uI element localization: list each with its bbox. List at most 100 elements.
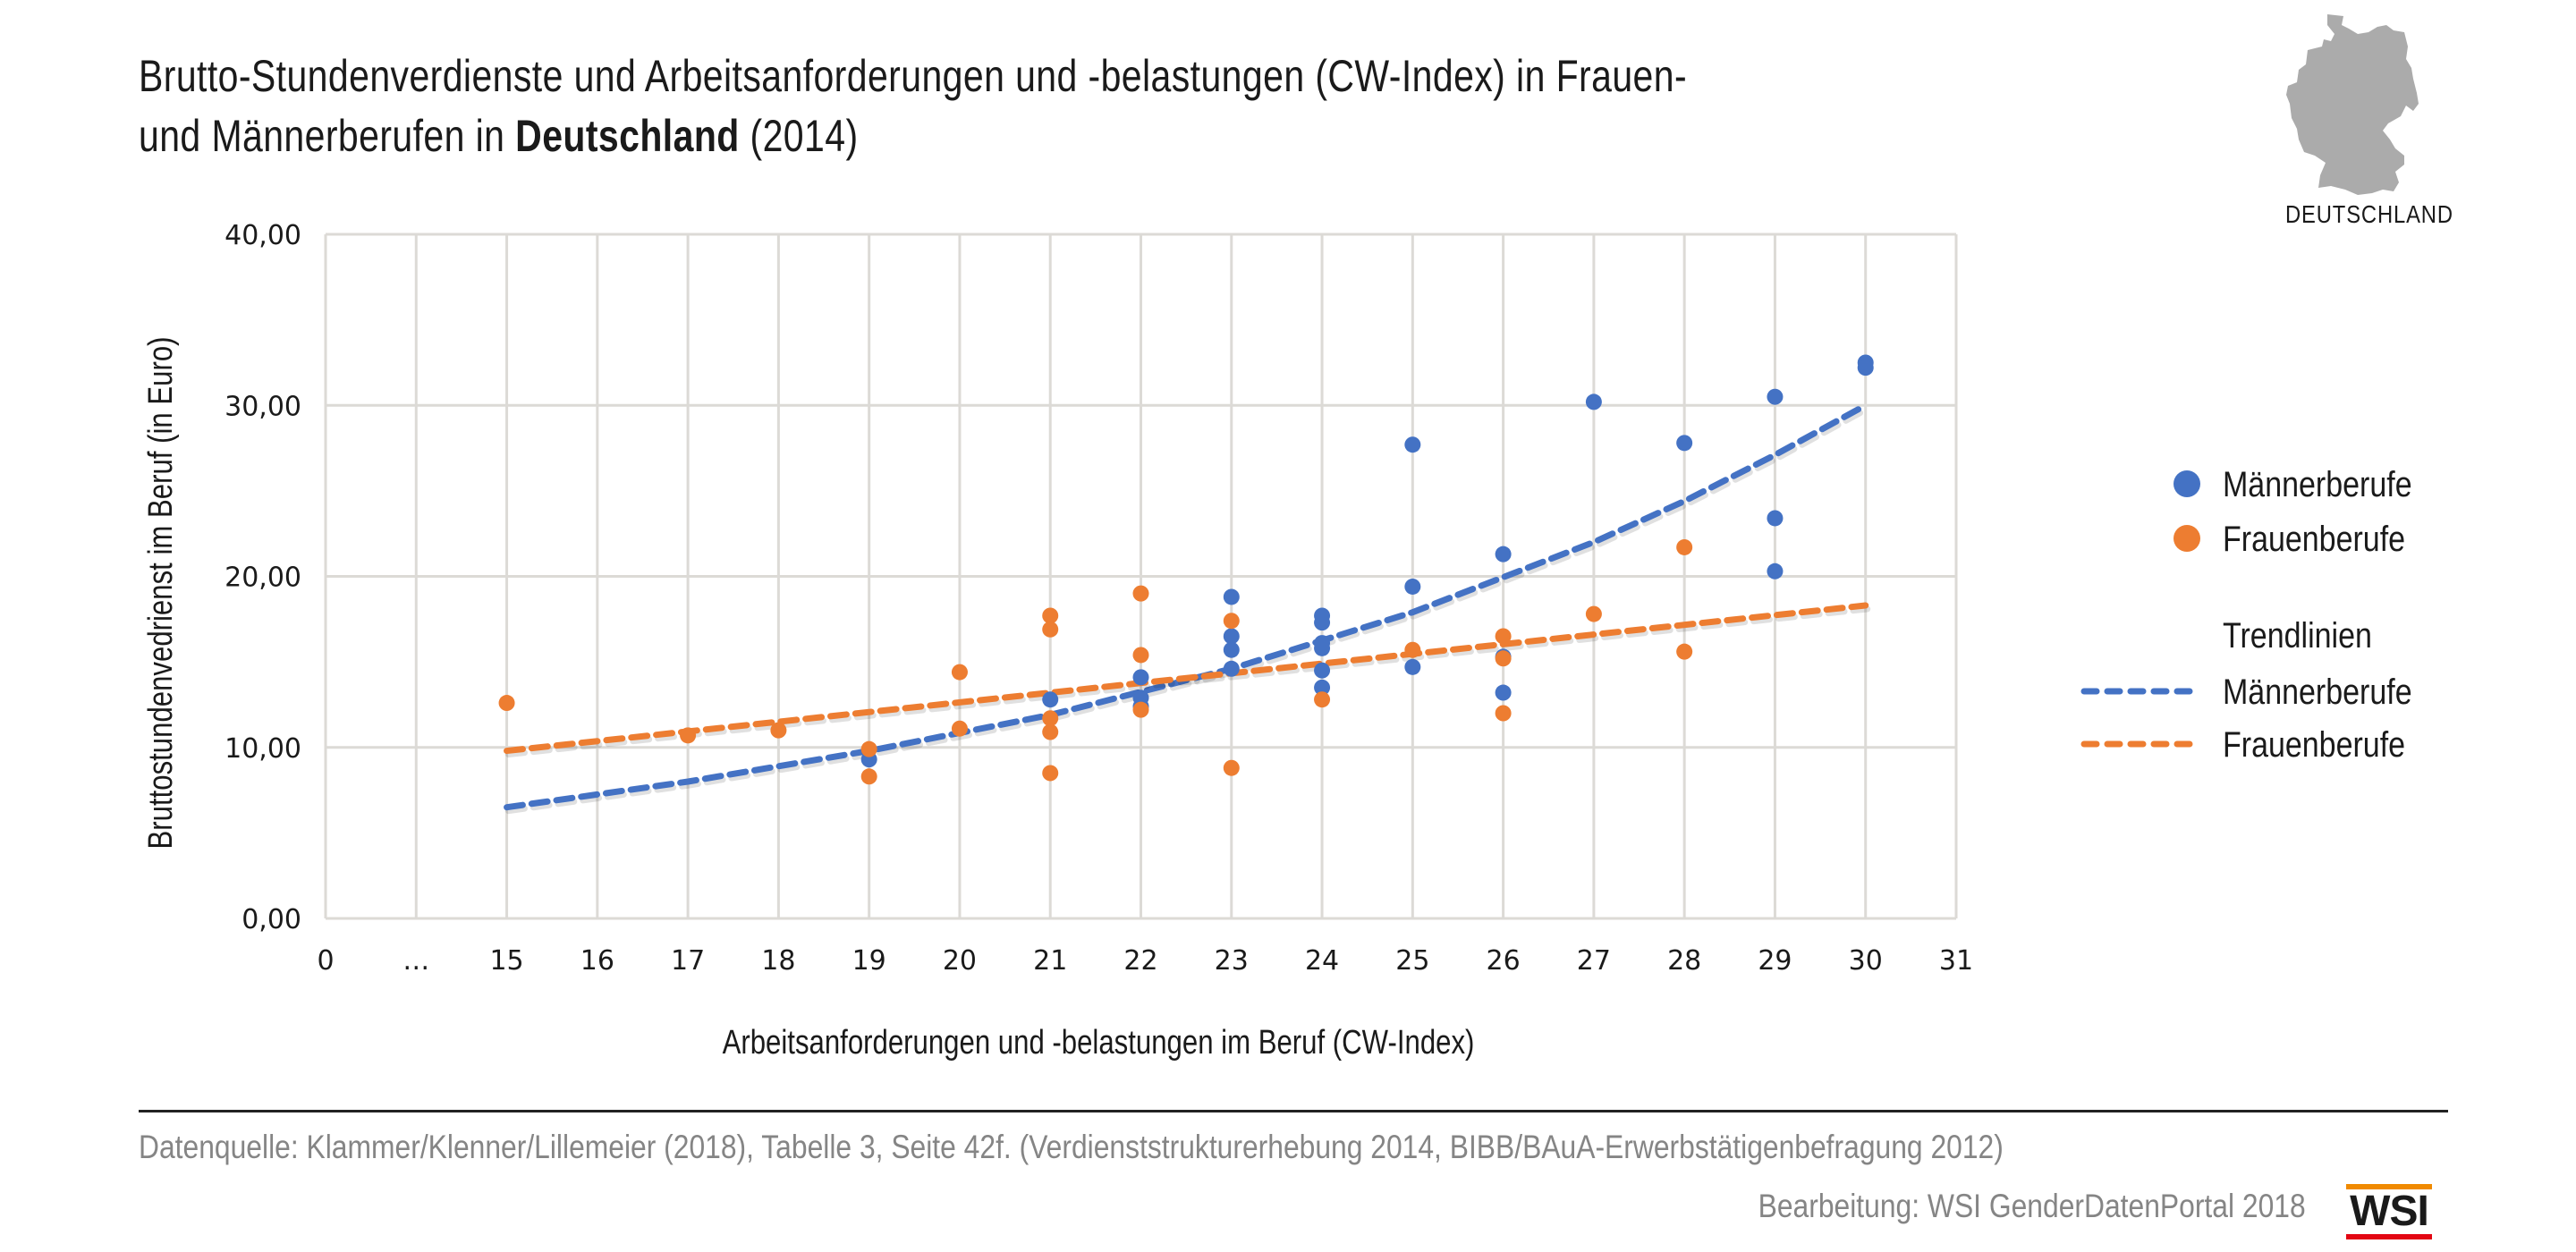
point-maennerberufe [1767,510,1784,527]
title-year: (2014) [739,111,859,161]
point-frauenberufe [498,695,515,712]
x-tick-labels: 0 … 15 16 17 18 19 20 21 22 23 24 25 26 27 28 29 30 31 [317,945,1973,977]
credit-line: Bearbeitung: WSI GenderDatenPortal 2018 [1758,1188,2306,1224]
point-frauenberufe [1495,628,1512,645]
point-maennerberufe [1767,388,1784,405]
x-tick-label: 27 [1577,945,1611,977]
point-frauenberufe [1223,613,1240,630]
point-frauenberufe [1132,701,1149,718]
title-country: Deutschland [515,111,740,161]
point-frauenberufe [1042,765,1059,782]
x-axis-title: Arbeitsanforderungen und -belastungen im… [723,1024,1475,1062]
point-frauenberufe [1042,607,1059,624]
point-maennerberufe [1314,639,1331,656]
point-frauenberufe [1676,538,1693,555]
x-tick-label: 18 [761,945,795,977]
point-maennerberufe [1404,578,1421,595]
point-frauenberufe [951,664,968,681]
point-frauenberufe [1314,691,1331,708]
y-tick-label: 0,00 [242,904,301,935]
grid [324,233,1958,920]
point-frauenberufe [1042,723,1059,740]
point-frauenberufe [1132,585,1149,602]
point-maennerberufe [1223,660,1240,677]
y-tick-labels: 0,00 10,00 20,00 30,00 40,00 [225,220,301,935]
y-tick-label: 20,00 [225,563,301,594]
map-label: DEUTSCHLAND [2285,200,2453,228]
x-tick-label: 25 [1395,945,1429,977]
x-tick-label: 21 [1033,945,1067,977]
legend-marker-frauenberufe [2174,525,2200,552]
logo-bar-top [2346,1184,2432,1189]
x-tick-label: … [402,945,429,977]
legend-marker-maennerberufe [2174,470,2200,497]
legend-trend-heading: Trendlinien [2223,614,2372,655]
x-tick-label: 19 [852,945,886,977]
point-maennerberufe [1495,684,1512,701]
data-source: Datenquelle: Klammer/Klenner/Lillemeier … [139,1129,2004,1165]
point-frauenberufe [1404,641,1421,658]
point-maennerberufe [1767,563,1784,579]
point-maennerberufe [1314,679,1331,696]
point-maennerberufe [1314,614,1331,631]
trendlines [504,402,1871,815]
point-maennerberufe [1495,546,1512,563]
point-maennerberufe [1314,662,1331,679]
x-tick-label: 28 [1667,945,1701,977]
x-tick-label: 24 [1305,945,1339,977]
chart-title: Brutto-Stundenverdienste und Arbeitsanfo… [139,47,1687,166]
point-frauenberufe [680,727,697,744]
x-tick-label: 30 [1849,945,1883,977]
y-tick-label: 40,00 [225,220,301,251]
point-maennerberufe [1223,641,1240,658]
point-frauenberufe [1042,621,1059,638]
point-frauenberufe [1132,647,1149,664]
point-frauenberufe [770,722,787,739]
point-maennerberufe [1676,435,1693,452]
point-maennerberufe [1404,658,1421,675]
title-text: und Männerberufen in [139,111,516,161]
x-tick-label: 31 [1939,945,1973,977]
trendline-frauenberufe [504,602,1869,755]
trendline-shadow [505,605,1871,758]
x-tick-label: 16 [580,945,614,977]
footer-divider [139,1110,2448,1112]
wsi-logo: WSI [2346,1184,2432,1239]
y-axis-title: Bruttostundenvedrienst im Beruf (in Euro… [142,336,180,849]
point-maennerberufe [1223,628,1240,645]
point-maennerberufe [1132,669,1149,686]
legend-label: Frauenberufe [2223,518,2405,558]
point-frauenberufe [951,720,968,737]
point-maennerberufe [1042,691,1059,708]
legend-trend-label: Männerberufe [2223,671,2412,711]
data-points [498,354,1874,785]
title-line-2: und Männerberufen in Deutschland (2014) [139,106,1687,166]
x-tick-label: 23 [1215,945,1249,977]
x-tick-label: 20 [943,945,977,977]
y-tick-label: 10,00 [225,733,301,765]
point-frauenberufe [1223,759,1240,776]
point-frauenberufe [1495,705,1512,722]
x-tick-label: 17 [671,945,705,977]
point-maennerberufe [1404,436,1421,453]
point-frauenberufe [1042,710,1059,727]
legend-trend-label: Frauenberufe [2223,723,2405,764]
logo-bar-bottom [2346,1234,2432,1239]
point-frauenberufe [1676,643,1693,660]
point-frauenberufe [860,740,877,757]
point-frauenberufe [1585,605,1602,622]
logo-text: WSI [2350,1188,2429,1235]
x-tick-label: 29 [1758,945,1792,977]
x-tick-label: 15 [489,945,523,977]
y-tick-label: 30,00 [225,391,301,422]
point-maennerberufe [1585,393,1602,410]
trendline-shadow [505,405,1871,815]
point-frauenberufe [860,768,877,785]
germany-map-icon [2272,5,2451,229]
point-maennerberufe [1857,360,1874,376]
x-tick-label: 0 [317,945,334,977]
legend-label: Männerberufe [2223,463,2412,503]
title-line-1: Brutto-Stundenverdienste und Arbeitsanfo… [139,51,1688,101]
x-tick-label: 26 [1487,945,1521,977]
